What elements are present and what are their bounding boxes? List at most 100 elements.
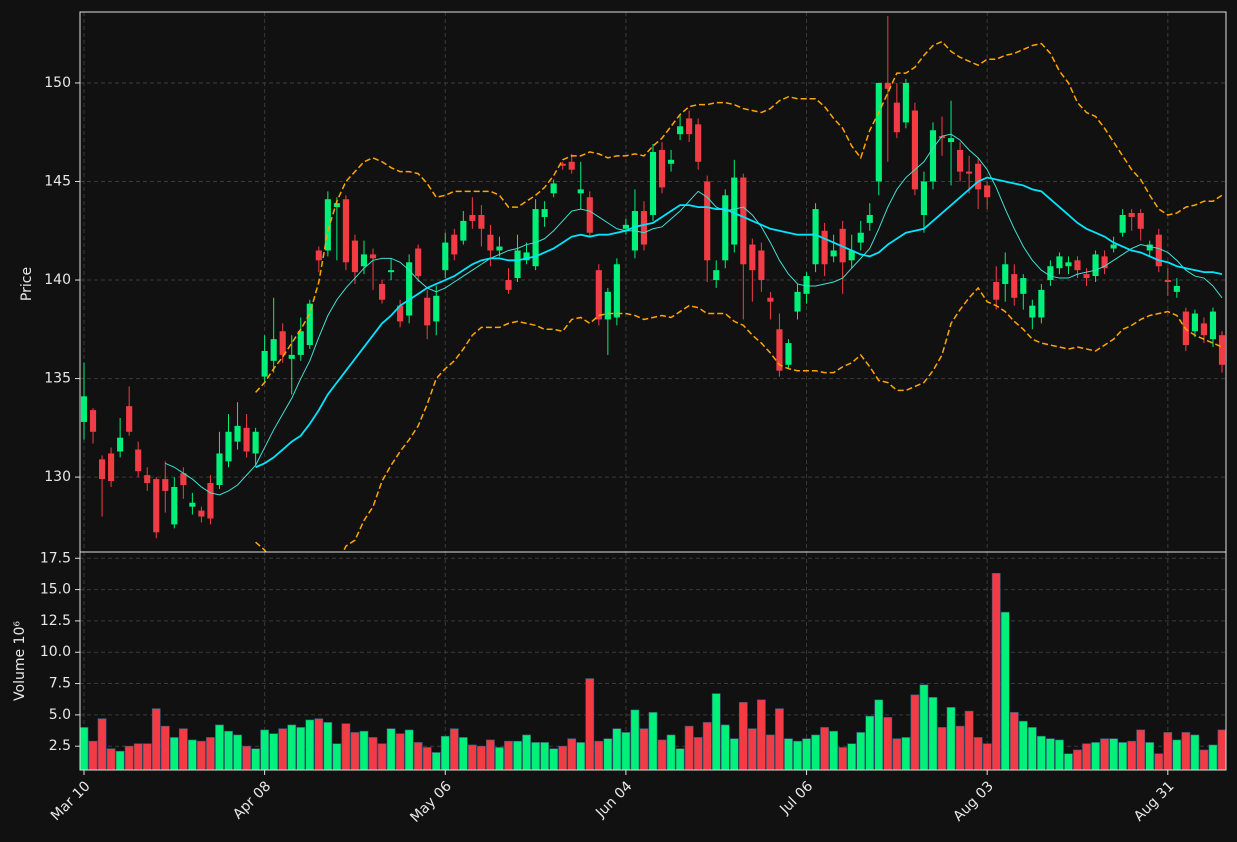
candle-body [902,82,909,123]
candle-body [794,291,801,312]
candle-body [234,425,241,442]
volume-bar [404,729,414,771]
candle-body [613,264,620,318]
volume-bar [440,735,450,771]
candle-body [424,297,431,326]
volume-bar [928,697,938,771]
candle-body [496,246,503,251]
volume-bar [775,708,784,771]
volume-bar [224,730,233,771]
y-axis-label: Price [19,267,35,301]
candle-body [830,250,837,257]
candle-body [297,331,304,355]
candle-body [604,291,611,320]
volume-bar [486,739,495,771]
volume-bar [215,724,224,771]
volume-bar [1009,712,1019,771]
volume-bar [115,750,125,771]
candle-body [541,209,548,217]
candle-body [1128,213,1135,217]
candle-body [911,110,918,190]
volume-bar [675,748,685,771]
volume-bar [964,710,974,771]
candle-body [1173,285,1180,292]
volume-bar [359,730,369,771]
volume-bar [197,740,206,771]
volume-bar [278,728,288,771]
volume-bar [522,734,531,771]
volume-bar [585,678,595,771]
candle-body [80,396,88,422]
candle-body [984,185,991,198]
candle-body [758,250,765,281]
volume-bar [1018,720,1028,771]
volume-bar [1027,727,1037,771]
candle-body [315,250,322,261]
volume-bar [720,724,730,771]
volume-bar [874,699,884,771]
candle-body [713,270,720,281]
volume-bar [702,722,712,771]
candle-body [514,250,521,279]
candle-body [749,244,756,271]
candle-body [1119,214,1126,233]
overlay-line [255,176,1223,469]
volume-bar [97,718,107,771]
candle-body [1020,278,1027,294]
volume-bar [558,745,568,771]
volume-bar [513,740,522,771]
candle-body [839,228,846,263]
volume-bar [955,725,965,771]
candle-body [442,242,449,271]
volume-bar [1163,732,1173,771]
volume-bar [603,738,613,771]
volume-bar [991,572,1001,771]
candle-body [1029,305,1036,318]
candle-body [577,189,584,194]
candle-body [207,483,214,519]
candle-body [1074,260,1081,271]
candle-body [658,149,666,188]
candle-body [198,510,205,517]
candle-body [126,406,133,432]
candle-body [704,181,711,261]
volume-bar [829,730,838,771]
candle-body [975,163,982,190]
candle-body [306,303,313,346]
volume-bar [242,745,251,771]
volume-bar [729,738,739,771]
overlay-line [255,286,1223,552]
candle-body [875,82,882,182]
candle-body [189,502,196,507]
candle-body [957,149,964,172]
candle-body [920,181,928,215]
volume-bar [666,734,676,771]
candle-body [288,354,295,359]
candle-body [938,136,946,139]
candle-body [153,479,160,533]
volume-bar [793,740,802,771]
volume-bar [1073,749,1082,771]
volume-bar [341,723,351,771]
volume-bar [549,748,559,771]
volume-bar [1217,729,1227,771]
candle-body [378,283,386,300]
volume-bar [1154,753,1164,771]
volume-bar [477,745,486,771]
candle-body [360,254,368,267]
candle-body [929,130,937,182]
candle-body [640,211,648,245]
volume-bar [883,717,893,771]
y-tick-label: 17.5 [40,550,71,566]
volume-bar [1190,734,1200,771]
candle-body [966,171,973,174]
candle-body [568,161,575,170]
candle-body [559,163,566,166]
candle-body [893,102,900,133]
y-tick-label: 10.0 [40,644,71,660]
volume-bar [178,728,188,771]
volume-bar [386,728,396,771]
volume-bar [684,725,694,771]
